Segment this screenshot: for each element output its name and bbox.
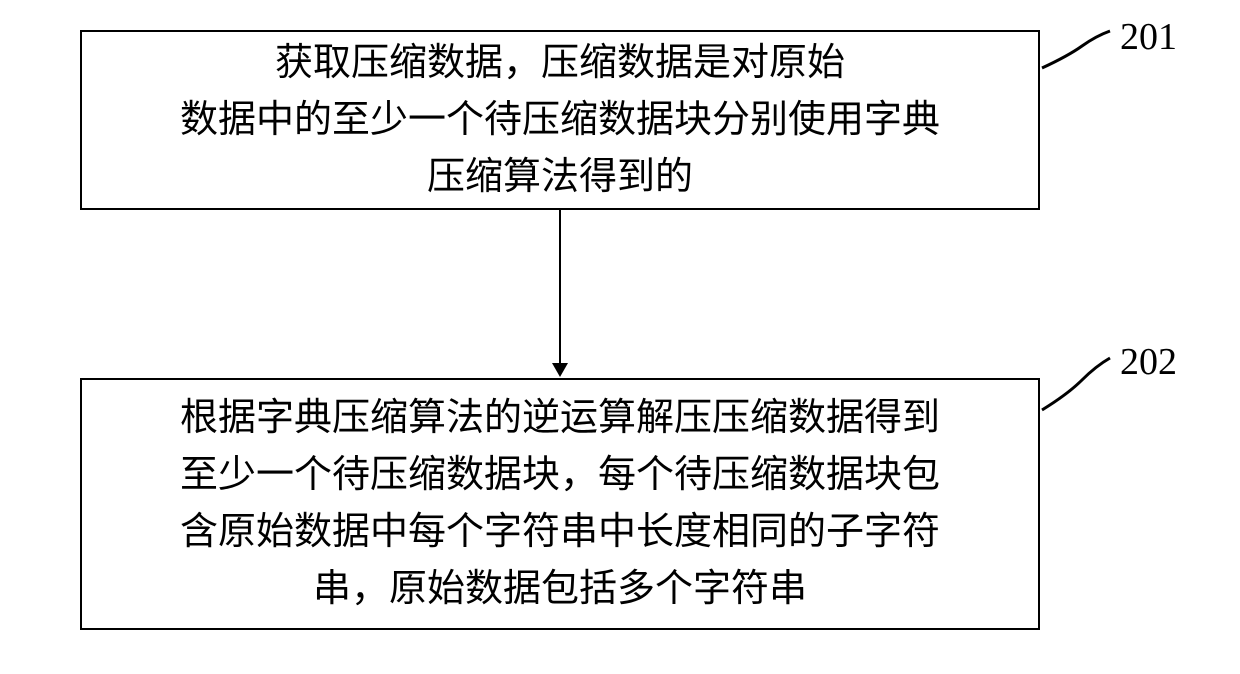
flow-step-201-text: 获取压缩数据，压缩数据是对原始数据中的至少一个待压缩数据块分别使用字典压缩算法得… bbox=[180, 35, 940, 206]
flow-step-201: 获取压缩数据，压缩数据是对原始数据中的至少一个待压缩数据块分别使用字典压缩算法得… bbox=[80, 30, 1040, 210]
flow-step-202: 根据字典压缩算法的逆运算解压压缩数据得到至少一个待压缩数据块，每个待压缩数据块包… bbox=[80, 378, 1040, 630]
arrow-head-201-to-202 bbox=[552, 363, 568, 377]
step-label-202: 202 bbox=[1120, 340, 1177, 384]
flow-step-202-text: 根据字典压缩算法的逆运算解压压缩数据得到至少一个待压缩数据块，每个待压缩数据块包… bbox=[180, 390, 940, 618]
arrow-201-to-202 bbox=[559, 210, 561, 365]
step-label-201: 201 bbox=[1120, 15, 1177, 59]
flowchart-container: 获取压缩数据，压缩数据是对原始数据中的至少一个待压缩数据块分别使用字典压缩算法得… bbox=[0, 0, 1240, 674]
